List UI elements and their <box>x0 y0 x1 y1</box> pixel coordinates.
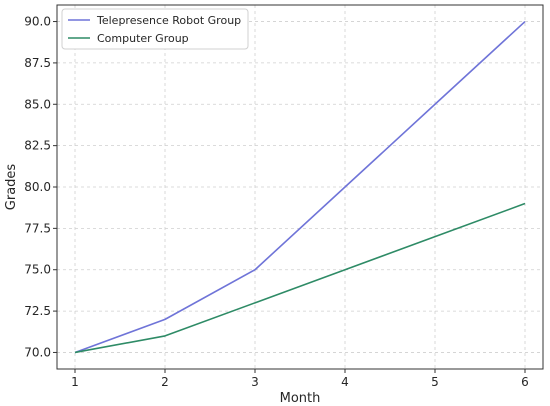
x-tick-label: 4 <box>341 375 349 389</box>
y-tick-label: 80.0 <box>24 180 51 194</box>
y-tick-label: 90.0 <box>24 15 51 29</box>
x-tick-label: 3 <box>251 375 259 389</box>
series-lines <box>74 20 526 354</box>
legend: Telepresence Robot Group Computer Group <box>61 8 249 50</box>
x-tick-label: 2 <box>161 375 169 389</box>
y-tick-label: 70.0 <box>24 345 51 359</box>
y-tick-label: 75.0 <box>24 263 51 277</box>
x-axis-label: Month <box>280 391 321 406</box>
y-axis-label: Grades <box>4 164 19 211</box>
series-line-telepresence <box>74 20 526 354</box>
y-tick-label: 82.5 <box>24 139 51 153</box>
grid-lines <box>57 5 543 369</box>
y-tick-label: 85.0 <box>24 97 51 111</box>
legend-label-telepresence: Telepresence Robot Group <box>96 14 241 27</box>
legend-label-computer: Computer Group <box>97 32 189 45</box>
x-tick-label: 5 <box>431 375 439 389</box>
x-tick-label: 6 <box>521 375 529 389</box>
legend-box <box>61 8 249 50</box>
axis-ticks: 1 2 3 4 5 6 70.0 72.5 75.0 77.5 80.0 82.5 85.0 87.5 90… <box>24 15 529 389</box>
series-line-computer <box>74 202 526 354</box>
y-tick-label: 72.5 <box>24 304 51 318</box>
y-tick-label: 77.5 <box>24 221 51 235</box>
y-tick-label: 87.5 <box>24 56 51 70</box>
x-tick-label: 1 <box>71 375 79 389</box>
